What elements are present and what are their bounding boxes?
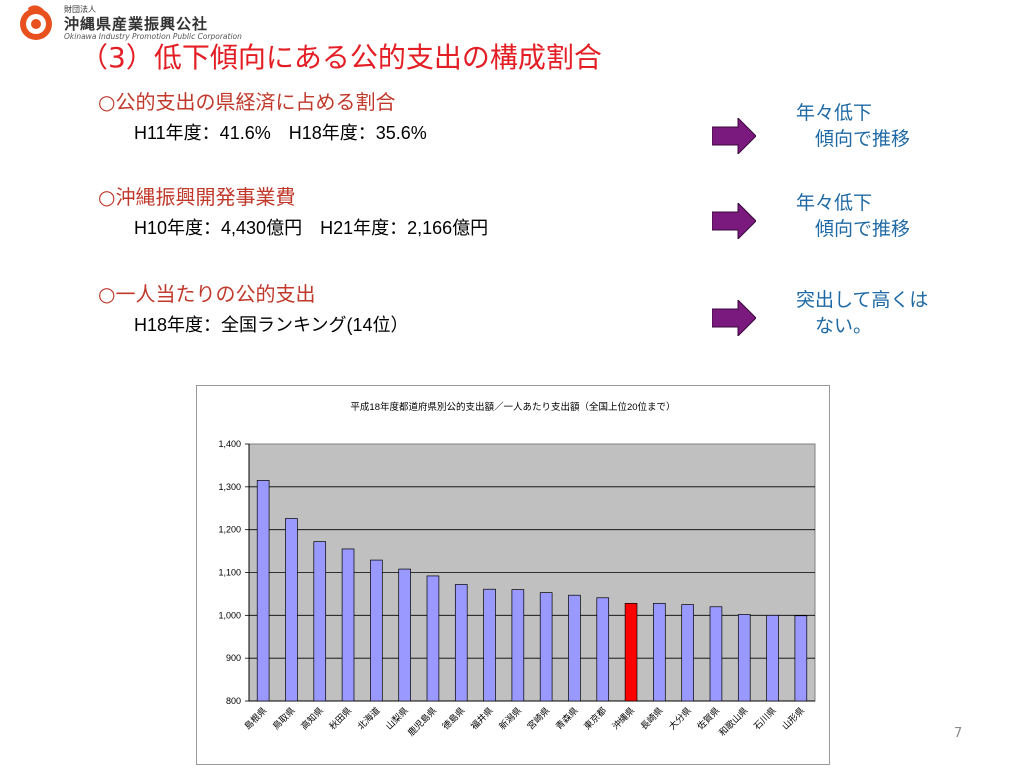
bar [285,518,298,702]
section-1-note: 年々低下 傾向で推移 [796,102,911,150]
x-tick-label: 鳥取県 [270,705,297,732]
x-tick-label: 山梨県 [383,705,410,732]
slide-title: （3）低下傾向にある公的支出の構成割合 [80,41,602,74]
x-tick-label: 高知県 [298,705,325,732]
x-tick-label: 東京都 [581,705,608,732]
bar [539,592,553,702]
bar-chart: 平成18年度都道府県別公的支出額／一人あたり支出額（全国上位20位まで） 800… [196,385,830,765]
x-tick-label: 長崎県 [638,705,665,732]
bar [794,615,808,702]
y-tick-label: 1,000 [218,610,241,620]
section-2-detail: H10年度：4,430億円 H21年度：2,166億円 [134,218,489,238]
x-tick-label: 島根県 [242,705,269,732]
page-number: 7 [954,726,963,741]
bar [370,559,383,702]
x-tick-label: 宮崎県 [525,705,552,732]
bar [681,604,694,702]
section-2-heading: ○沖縄振興開発事業費 [98,185,296,209]
bar [737,614,751,702]
section-3-heading: ○一人当たりの公的支出 [98,282,316,306]
y-tick-label: 1,400 [218,439,241,449]
bar [426,575,440,702]
x-tick-label: 大分県 [666,705,693,732]
org-name: 沖縄県産業振興公社 [64,15,209,33]
bar [483,588,496,702]
bar [709,606,723,702]
bar [256,480,270,702]
chart-canvas: 平成18年度都道府県別公的支出額／一人あたり支出額（全国上位20位まで） 800… [218,401,816,738]
arrow-right-icon [712,203,756,239]
bar [454,584,468,702]
x-tick-label: 沖縄県 [610,705,637,732]
y-tick-label: 1,100 [218,568,241,578]
x-tick-label: 徳島県 [440,705,467,732]
x-tick-label: 北海道 [355,705,382,732]
arrow-right-icon [712,300,756,336]
bar [341,548,355,702]
x-tick-label: 和歌山県 [716,705,749,738]
org-type-label: 財団法人 [64,5,96,14]
bar [766,614,779,702]
x-tick-label: 佐賀県 [694,705,721,732]
section-3-note: 突出して高くは ない。 [796,289,929,337]
bar [596,597,610,702]
bar [624,602,638,702]
x-tick-label: 新潟県 [496,705,523,732]
bar [568,594,581,702]
x-tick-label: 福井県 [468,705,495,732]
logo-mark-icon [20,5,52,40]
arrow-right-icon [712,118,756,154]
x-tick-label: 石川県 [752,705,778,731]
chart-title: 平成18年度都道府県別公的支出額／一人あたり支出額（全国上位20位まで） [350,401,675,413]
bar [313,541,327,702]
org-english-name: Okinawa Industry Promotion Public Corpor… [64,32,242,41]
y-tick-label: 1,200 [218,525,241,535]
y-tick-label: 900 [226,653,241,663]
x-tick-label: 山形県 [779,705,806,732]
section-2-note: 年々低下 傾向で推移 [796,192,911,240]
bar [511,589,525,702]
x-tick-label: 秋田県 [327,705,354,732]
org-logo: 財団法人 沖縄県産業振興公社 Okinawa Industry Promotio… [18,4,258,42]
section-1-heading: ○公的支出の県経済に占める割合 [98,90,396,114]
section-1-detail: H11年度：41.6% H18年度：35.6% [134,123,427,143]
x-tick-label: 青森県 [553,705,580,732]
bar [653,602,666,702]
y-tick-label: 800 [226,696,241,706]
bar [398,568,411,702]
section-3-detail: H18年度：全国ランキング(14位） [134,315,409,335]
y-tick-label: 1,300 [218,482,241,492]
x-tick-label: 鹿児島県 [405,705,438,738]
